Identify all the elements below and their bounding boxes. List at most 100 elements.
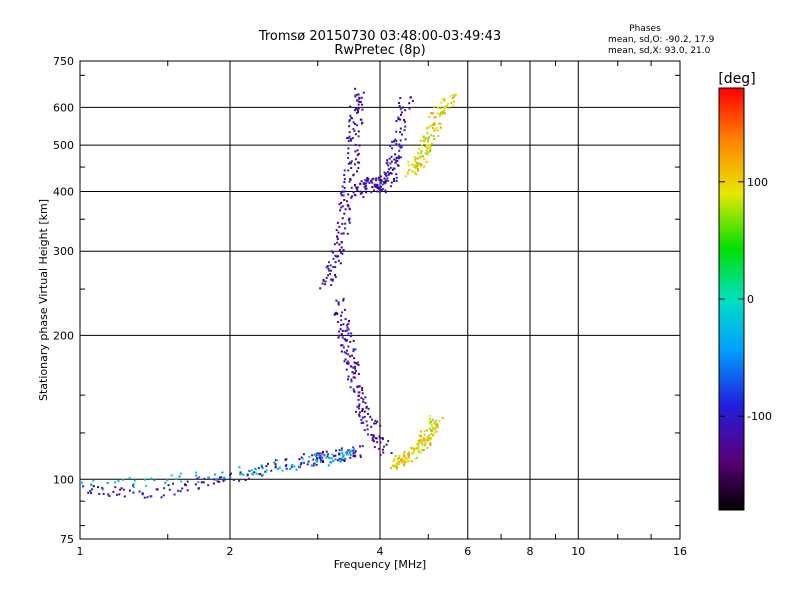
data-point [168, 488, 171, 491]
data-point [403, 129, 406, 132]
data-point [251, 469, 253, 472]
data-point [358, 415, 361, 418]
data-point [355, 107, 358, 110]
data-point [420, 441, 423, 444]
data-point [349, 137, 352, 140]
data-point [355, 362, 358, 365]
data-point [357, 111, 359, 113]
data-point [316, 456, 318, 459]
data-point [379, 424, 382, 427]
data-point [361, 407, 364, 410]
data-point [371, 178, 374, 181]
data-point [387, 173, 390, 176]
x-axis-label: Frequency [MHz] [334, 558, 426, 571]
data-point [399, 146, 402, 149]
data-point [118, 493, 121, 496]
x-tick-label: 10 [571, 545, 585, 558]
data-point [359, 118, 362, 121]
data-point [340, 206, 343, 209]
data-point [390, 172, 393, 175]
data-points [81, 87, 457, 499]
data-point [261, 465, 263, 468]
data-point [356, 386, 359, 389]
x-tick-label: 6 [464, 545, 471, 558]
data-point [132, 484, 134, 487]
data-point [343, 351, 346, 354]
data-point [98, 493, 101, 495]
data-point [254, 467, 257, 470]
data-point [334, 276, 337, 278]
data-point [454, 93, 457, 96]
data-point [422, 448, 425, 451]
data-point [325, 457, 328, 459]
data-point [399, 97, 402, 99]
data-point [390, 181, 393, 184]
data-point [428, 415, 431, 417]
data-point [383, 177, 386, 180]
data-point [389, 162, 392, 165]
data-point [443, 99, 446, 102]
data-point [432, 112, 434, 115]
data-point [378, 190, 381, 193]
data-point [336, 312, 338, 315]
data-point [431, 418, 434, 421]
data-point [346, 232, 349, 235]
data-point [338, 225, 341, 228]
data-point [428, 418, 431, 421]
data-point [128, 477, 131, 480]
data-point [413, 165, 416, 168]
data-point [395, 176, 398, 179]
data-point [215, 477, 218, 480]
data-point [356, 149, 359, 152]
data-point [341, 330, 344, 333]
data-point [433, 427, 436, 430]
data-point [270, 469, 273, 472]
data-point [423, 139, 426, 142]
data-point [416, 157, 419, 160]
data-point [440, 111, 442, 114]
data-point [344, 330, 347, 332]
data-point [122, 488, 125, 491]
data-point [347, 157, 350, 159]
data-point [344, 358, 347, 361]
data-point [198, 476, 201, 479]
data-point [352, 173, 355, 176]
data-point [397, 463, 400, 466]
data-point [352, 455, 355, 457]
data-point [382, 451, 385, 454]
data-point [423, 430, 426, 433]
data-point [417, 442, 420, 445]
data-point [341, 459, 344, 462]
data-point [375, 437, 378, 440]
x-tick-label: 16 [673, 545, 687, 558]
data-point [353, 361, 356, 364]
data-point [91, 488, 94, 491]
data-point [403, 458, 406, 461]
data-point [408, 453, 410, 455]
data-point [346, 362, 348, 365]
data-point [138, 490, 141, 493]
data-point [340, 241, 343, 244]
data-point [357, 152, 360, 155]
data-point [404, 456, 407, 459]
data-point [387, 164, 390, 167]
data-point [360, 180, 363, 183]
data-point [432, 433, 435, 436]
data-point [336, 255, 339, 258]
data-point [349, 449, 352, 452]
y-tick-label: 500 [53, 139, 74, 152]
data-point [330, 269, 332, 272]
data-point [398, 145, 401, 147]
data-point [378, 178, 381, 181]
data-point [395, 465, 398, 468]
data-point [383, 182, 386, 185]
data-point [361, 392, 364, 395]
data-point [385, 172, 387, 175]
data-point [439, 126, 442, 129]
data-point [379, 441, 382, 444]
data-point [238, 466, 241, 469]
data-point [229, 473, 231, 476]
data-point [358, 394, 360, 397]
data-point [409, 96, 412, 99]
